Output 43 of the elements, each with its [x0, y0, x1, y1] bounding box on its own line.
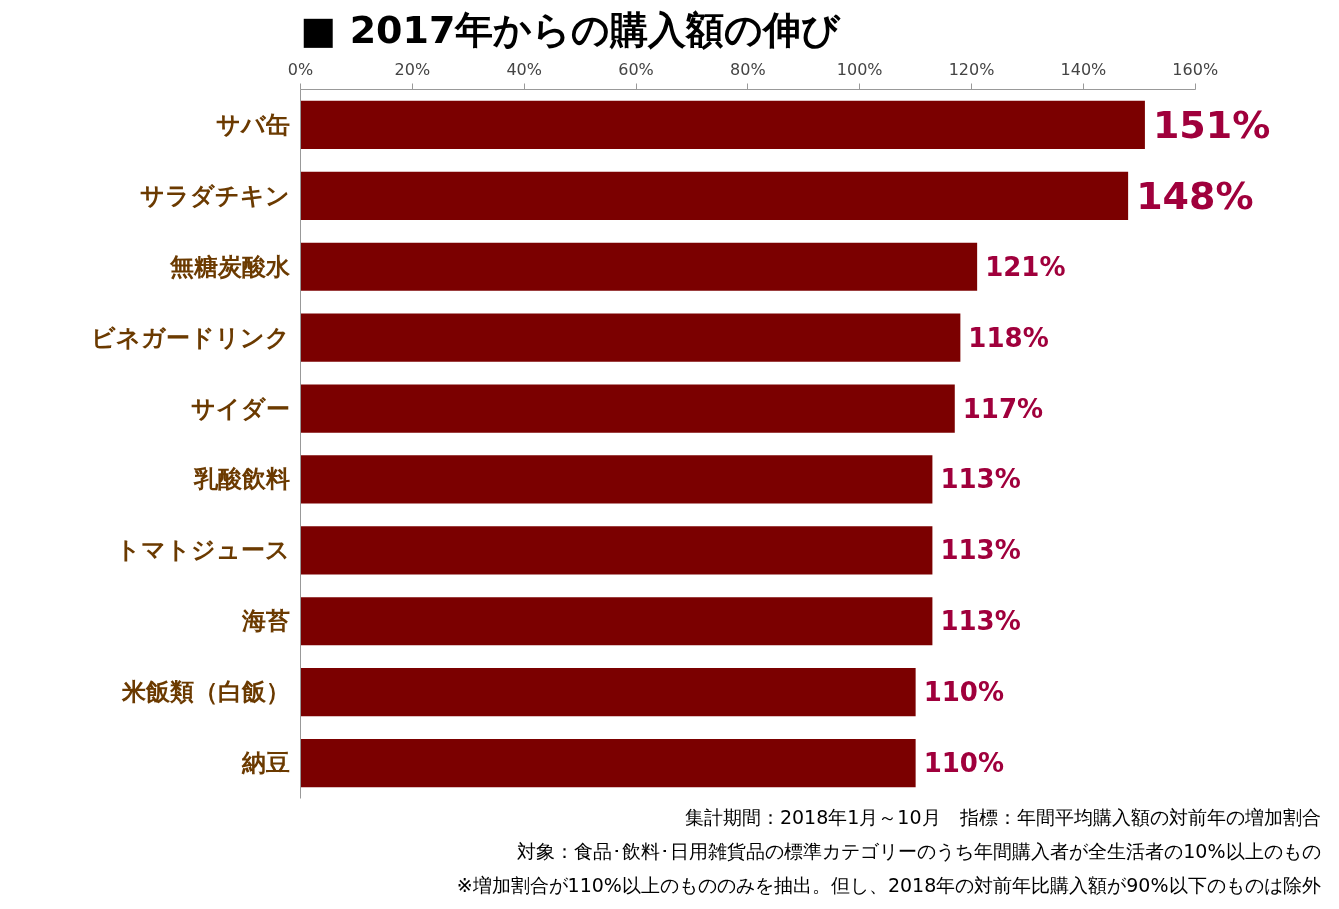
- x-tick-label: 160%: [1172, 59, 1219, 79]
- data-label: 113%: [940, 535, 1021, 566]
- data-label: 113%: [940, 464, 1021, 495]
- bar: [300, 455, 933, 504]
- y-tick-label: サバ缶: [215, 110, 290, 139]
- x-tick-label: 80%: [730, 59, 766, 79]
- x-tick-label: 0%: [287, 59, 314, 79]
- data-label: 118%: [968, 322, 1049, 353]
- bar: [300, 313, 961, 362]
- bar: [300, 526, 933, 575]
- bar: [300, 738, 916, 788]
- bar: [300, 668, 916, 717]
- data-label: 110%: [923, 748, 1004, 779]
- text: 対象：食品･飲料･日用雑貨品の標準カテゴリーのうち年間購入者が全生活者の10%以上のもの: [517, 839, 1321, 862]
- x-tick-label: 20%: [394, 59, 431, 79]
- chart-title: ■ 2017年からの購入額の伸び: [300, 7, 842, 52]
- text: ※増加割合が110%以上のもののみを抽出。但し、2018年の対前年比購入額が90%以下のものは除外: [456, 873, 1321, 896]
- y-tick-label: 海苔: [240, 607, 290, 636]
- y-tick-label: 納豆: [240, 749, 290, 778]
- data-label: 121%: [985, 251, 1066, 282]
- y-tick-label: サイダー: [190, 394, 290, 423]
- x-tick-label: 120%: [948, 59, 995, 79]
- y-tick-label: ビネガードリンク: [90, 323, 290, 352]
- y-tick-label: トマトジュース: [115, 536, 290, 565]
- bar: [300, 171, 1129, 220]
- text: 集計期間：2018年1月～10月 指標：年間平均購入額の対前年の増加割合: [684, 805, 1321, 828]
- data-label: 110%: [923, 677, 1004, 708]
- y-tick-label: 米飯類（白飯）: [120, 678, 290, 707]
- data-label: 113%: [940, 606, 1021, 637]
- x-tick-label: 60%: [618, 59, 654, 79]
- data-label: 117%: [962, 393, 1044, 424]
- x-tick-label: 40%: [506, 59, 542, 79]
- bar: [300, 384, 955, 433]
- data-label: 151%: [1152, 102, 1271, 147]
- data-label: 148%: [1136, 173, 1254, 218]
- y-tick-label: サラダチキン: [139, 181, 290, 210]
- y-tick-label: 無糖炭酸水: [168, 252, 291, 281]
- x-tick-label: 100%: [836, 59, 883, 79]
- x-tick-label: 140%: [1060, 59, 1107, 79]
- y-tick-label: 乳酸飲料: [192, 465, 290, 494]
- bar: [300, 100, 1145, 150]
- bar: [300, 597, 933, 646]
- bar: [300, 242, 978, 291]
